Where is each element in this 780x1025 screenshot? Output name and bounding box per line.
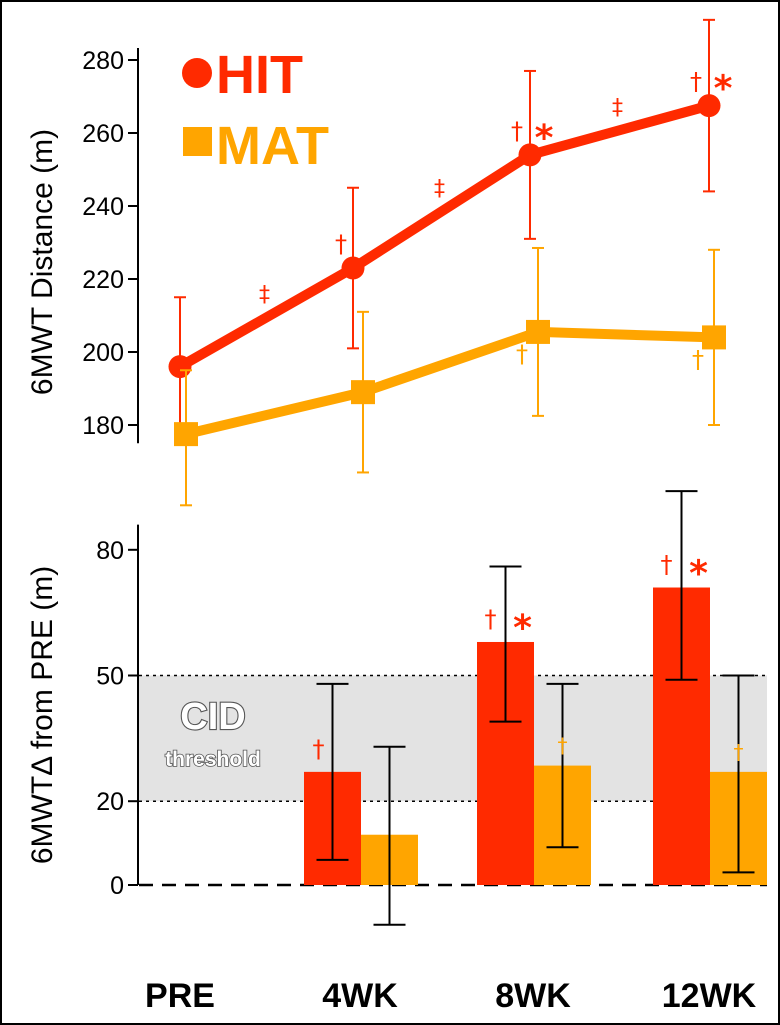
distance-tick-label-280: 280	[82, 47, 124, 75]
hit-line	[175, 100, 714, 372]
x-category-labels: PRE 4WK 8WK 12WK	[145, 977, 757, 1015]
hit-double-dagger-1: ‡	[434, 176, 445, 201]
reference-lines	[139, 674, 767, 887]
mat-point	[351, 380, 375, 405]
legend-mat-marker	[183, 127, 212, 156]
mat-bar-dagger: †	[734, 740, 744, 764]
change-y-axis-label: 6MWTΔ from PRE (m)	[26, 566, 59, 864]
hit-dagger: †	[690, 68, 702, 96]
mat-point	[174, 422, 198, 447]
distance-tick-label-180: 180	[82, 412, 124, 440]
cid-threshold-label: threshold	[165, 748, 261, 771]
hit-bar-dagger: †	[485, 605, 497, 633]
mat-point	[702, 325, 726, 350]
change-bar-chart: 0 20 50 80 6MWTΔ from PRE (m) CID threshold…	[26, 490, 767, 926]
hit-point	[518, 143, 542, 167]
hit-point	[341, 256, 365, 280]
change-series: † † * † * † †	[304, 490, 767, 926]
hit-bar-asterisk: *	[689, 554, 708, 595]
hit-double-dagger-0: ‡	[259, 282, 270, 307]
hit-asterisk: *	[535, 118, 554, 159]
hit-dagger: †	[511, 117, 523, 145]
distance-series: † † * † * † † ‡ ‡ ‡	[168, 18, 733, 507]
category-label-12wk: 12WK	[662, 977, 757, 1015]
hit-point	[697, 94, 721, 118]
hit-dagger: †	[335, 230, 347, 258]
hit-asterisk: *	[714, 69, 733, 110]
distance-tick-label-260: 260	[82, 120, 124, 148]
hit-bar-dagger: †	[313, 735, 325, 763]
mat-line	[181, 326, 719, 440]
change-tick-label-20: 20	[96, 788, 124, 816]
distance-y-axis-label: 6MWT Distance (m)	[26, 129, 59, 395]
category-label-4wk: 4WK	[322, 977, 398, 1015]
change-tick-label-80: 80	[96, 537, 124, 565]
hit-bar-asterisk: *	[513, 608, 532, 649]
distance-line-chart: 180 200 220 240 260 280 6MWT Distance (m) † † *…	[26, 18, 733, 507]
mat-dagger: †	[692, 345, 704, 373]
mat-bar-dagger: †	[558, 734, 568, 758]
category-label-8wk: 8WK	[495, 977, 571, 1015]
change-tick-label-50: 50	[96, 663, 124, 691]
hit-double-dagger-2: ‡	[612, 95, 623, 120]
distance-tick-label-220: 220	[82, 266, 124, 294]
legend-mat-label: MAT	[216, 116, 329, 176]
hit-bar-dagger: †	[661, 551, 673, 579]
distance-tick-label-240: 240	[82, 193, 124, 221]
mat-point	[526, 319, 550, 344]
cid-label: CID	[180, 696, 245, 738]
legend-hit-label: HIT	[216, 45, 303, 105]
change-y-ticks: 0 20 50 80	[96, 537, 138, 900]
mat-dagger: †	[516, 340, 528, 368]
legend-hit-marker	[182, 58, 212, 88]
distance-tick-label-200: 200	[82, 339, 124, 367]
hit-point	[168, 355, 192, 379]
category-label-pre: PRE	[145, 977, 215, 1015]
legend: HIT MAT	[182, 45, 329, 176]
change-tick-label-0: 0	[110, 872, 124, 900]
distance-y-ticks: 180 200 220 240 260 280	[82, 47, 138, 440]
